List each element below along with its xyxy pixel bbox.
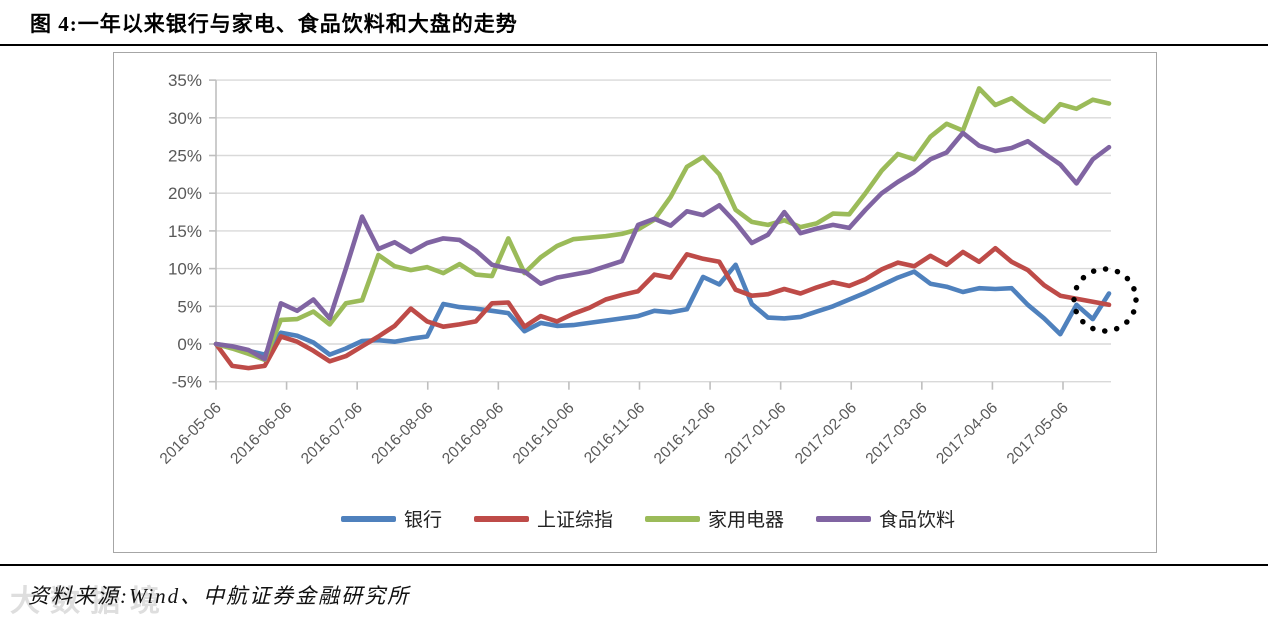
watermark-text: 大数据境 [10, 585, 170, 618]
svg-text:2017-01-06: 2017-01-06 [721, 400, 789, 468]
svg-text:0%: 0% [177, 335, 202, 354]
svg-text:2017-04-06: 2017-04-06 [933, 400, 1001, 468]
legend-label-食品饮料: 食品饮料 [879, 509, 955, 531]
legend-label-家用电器: 家用电器 [708, 509, 784, 531]
title-divider-rule [0, 44, 1268, 46]
svg-text:2016-11-06: 2016-11-06 [581, 400, 648, 467]
svg-text:35%: 35% [168, 71, 202, 90]
svg-text:30%: 30% [168, 109, 202, 128]
svg-text:2016-06-06: 2016-06-06 [227, 400, 295, 468]
svg-text:2017-05-06: 2017-05-06 [1004, 400, 1072, 468]
dotted-highlight-circle [1071, 266, 1139, 334]
series-line-银行 [213, 262, 1112, 357]
legend-swatch-上证综指 [474, 516, 529, 522]
figure-title: 图 4:一年以来银行与家电、食品饮料和大盘的走势 [30, 12, 518, 36]
legend-swatch-银行 [341, 516, 396, 522]
series-line-食品饮料 [213, 130, 1112, 362]
svg-text:2017-03-06: 2017-03-06 [863, 400, 931, 468]
svg-text:2016-05-06: 2016-05-06 [157, 400, 225, 468]
svg-text:2017-02-06: 2017-02-06 [792, 400, 860, 468]
svg-text:-5%: -5% [172, 373, 202, 392]
svg-text:10%: 10% [168, 260, 202, 279]
legend-label-上证综指: 上证综指 [537, 509, 613, 531]
svg-text:2016-08-06: 2016-08-06 [368, 400, 436, 468]
legend-swatch-食品饮料 [816, 516, 871, 522]
svg-text:2016-10-06: 2016-10-06 [510, 400, 578, 468]
legend-label-银行: 银行 [404, 509, 442, 531]
series-line-上证综指 [213, 245, 1112, 371]
footer-divider-rule [0, 564, 1268, 566]
svg-text:25%: 25% [168, 147, 202, 166]
svg-text:2016-12-06: 2016-12-06 [651, 400, 719, 468]
chart-frame: 35% 30% 25% 20% 15% 10% 5% 0% -5% 2016-05-06 2016-… [113, 52, 1157, 553]
svg-text:20%: 20% [168, 184, 202, 203]
trend-line-chart: 35%30%25%20%15%10%5%0%-5%2016-05-06 2016-… [157, 71, 1139, 531]
svg-text:15%: 15% [168, 222, 202, 241]
source-label: 资料来源:Wind、中航证券金融研究所 [28, 584, 411, 608]
legend-swatch-家用电器 [645, 516, 700, 522]
series-line-家用电器 [213, 86, 1112, 363]
chart-legend: 银行 上证综指 家用电器 食品饮料 [341, 509, 955, 531]
svg-text:2016-07-06: 2016-07-06 [298, 400, 366, 468]
svg-text:2016-09-06: 2016-09-06 [439, 400, 507, 468]
gridlines [209, 79, 1111, 383]
x-axis-labels: 2016-05-06 2016-06-06 2016-07-06 2016-08-06… [157, 400, 1072, 468]
x-axis-ticks [215, 381, 1064, 390]
y-axis-labels: 35% 30% 25% 20% 15% 10% 5% 0% -5% [168, 71, 202, 392]
svg-text:5%: 5% [177, 297, 202, 316]
